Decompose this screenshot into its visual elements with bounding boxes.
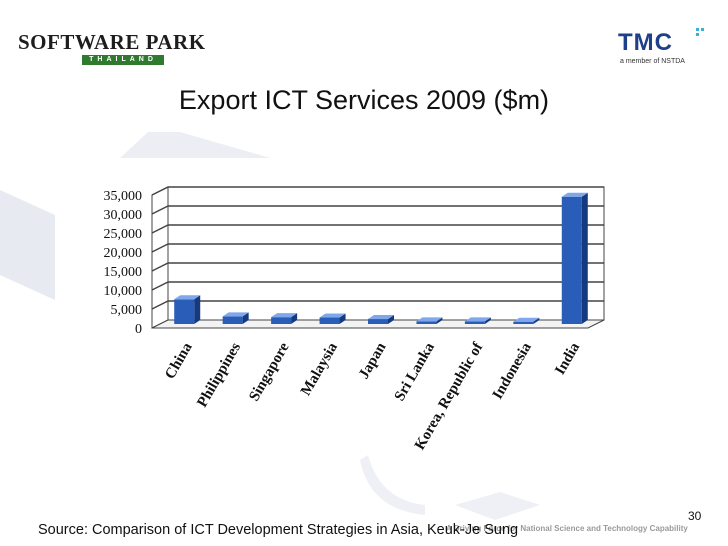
bar-side — [484, 317, 491, 324]
x-tick-label: Japan — [356, 339, 390, 382]
bar-side — [242, 312, 249, 324]
bar-malaysia — [319, 313, 346, 324]
bar-side — [339, 313, 346, 324]
y-tick-label: 35,000 — [104, 189, 143, 204]
decor-curve-bottom — [360, 455, 425, 515]
bar-front — [513, 321, 534, 324]
bar-top — [319, 313, 346, 318]
y-tick-label: 25,000 — [104, 227, 143, 242]
tmc-mark-icon — [696, 28, 704, 36]
source-citation: Source: Comparison of ICT Development St… — [38, 522, 519, 538]
bar-indonesia — [513, 317, 540, 324]
bar-front — [464, 321, 485, 324]
bar-top — [174, 295, 201, 300]
decor-band-bottom — [455, 492, 540, 520]
chart-walls — [151, 186, 605, 329]
bar-top — [222, 312, 249, 317]
bar-side — [194, 295, 201, 324]
footer-tagline: A Driving Force for National Science and… — [446, 524, 688, 533]
bar-sri-lanka — [416, 317, 443, 324]
slide-title: Export ICT Services 2009 ($m) — [178, 85, 550, 115]
decor-band-left — [0, 190, 55, 300]
bar-front — [271, 317, 292, 324]
y-tick-label: 30,000 — [104, 208, 143, 223]
x-tick-label: Indonesia — [490, 340, 535, 403]
gridline — [151, 243, 604, 253]
bar-front — [222, 316, 243, 324]
bar-top — [368, 315, 394, 320]
gridline — [151, 186, 604, 196]
gridline — [151, 262, 604, 272]
y-tick-label: 15,000 — [104, 265, 143, 280]
bar-front — [174, 299, 195, 324]
bar-front — [416, 321, 437, 324]
software-park-logo: SOFTWARE PARK THAILAND — [18, 30, 206, 65]
chart-gridlines — [151, 186, 604, 310]
software-park-wordmark: SOFTWARE PARK — [18, 30, 206, 54]
tmc-logo: TMC a member of NSTDA — [614, 28, 714, 74]
bar-top — [464, 317, 491, 322]
bar-philippines — [222, 312, 249, 324]
bar-side — [436, 317, 443, 324]
page-number: 30 — [688, 509, 702, 523]
y-tick-label: 10,000 — [104, 284, 143, 299]
bar-korea-republic-of — [464, 317, 491, 324]
gridline — [151, 224, 604, 234]
tmc-tagline: a member of NSTDA — [620, 58, 685, 65]
y-axis-tick-labels: 0 5,000 10,000 15,000 20,000 25,000 30,000 35,0… — [104, 189, 143, 337]
bar-side — [291, 313, 298, 324]
bar-top — [416, 317, 443, 322]
x-tick-label: China — [162, 340, 196, 382]
y-tick-label: 5,000 — [111, 303, 143, 318]
bar-top — [561, 192, 588, 197]
x-tick-label: India — [552, 340, 583, 378]
bar-top — [513, 317, 540, 322]
bar-side — [388, 315, 394, 324]
tmc-wordmark: TMC — [618, 29, 673, 56]
x-tick-label: Malaysia — [298, 340, 341, 399]
gridline — [151, 281, 604, 291]
gridline — [151, 205, 604, 215]
bar-front — [368, 319, 388, 324]
gridline — [151, 300, 604, 310]
bar-side — [533, 317, 540, 324]
chart-bars — [174, 192, 588, 324]
bar-india — [561, 192, 588, 324]
bar-side — [581, 192, 588, 324]
bar-front — [561, 196, 582, 324]
decor-band-top — [120, 132, 270, 158]
y-tick-label: 0 — [135, 322, 142, 337]
chart-back-wall — [167, 186, 605, 321]
x-tick-label: Sri Lanka — [392, 340, 438, 404]
x-tick-label: Philippines — [194, 340, 244, 410]
bar-front — [319, 317, 340, 324]
bar-japan — [368, 315, 394, 324]
y-tick-label: 20,000 — [104, 246, 143, 261]
thailand-wordmark: THAILAND — [82, 55, 164, 65]
x-tick-label: Singapore — [246, 340, 292, 404]
bar-singapore — [271, 313, 298, 324]
bar-china — [174, 295, 201, 324]
chart-side-wall — [151, 186, 169, 329]
bar-top — [271, 313, 298, 318]
